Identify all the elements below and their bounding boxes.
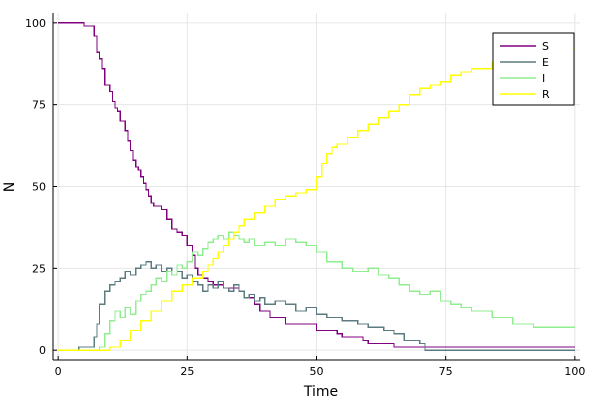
y-tick-label: 0 [39, 344, 46, 357]
series-line-s [58, 22, 575, 348]
legend-box [492, 32, 575, 106]
y-tick-label: 100 [25, 17, 46, 30]
y-tick-label: 25 [32, 262, 46, 275]
tick-labels: 0 25 50 75 100 0 25 50 75 100 [25, 17, 585, 378]
x-axis-title: Time [303, 384, 338, 400]
x-tick-label: 75 [439, 365, 453, 378]
x-tick-label: 0 [55, 365, 62, 378]
y-tick-label: 50 [32, 181, 46, 194]
legend-label-i: I [542, 72, 545, 85]
x-tick-label: 25 [180, 365, 194, 378]
legend-label-s: S [542, 40, 549, 53]
y-axis-title: N [2, 182, 18, 192]
y-tick-label: 75 [32, 99, 46, 112]
x-tick-label: 50 [310, 365, 324, 378]
x-tick-label: 100 [564, 365, 585, 378]
series-lines [58, 22, 575, 351]
series-line-i [58, 231, 575, 351]
series-line-e [58, 261, 575, 351]
series-line-r [58, 48, 575, 351]
legend-label-e: E [542, 56, 549, 69]
legend-label-r: R [542, 88, 550, 101]
